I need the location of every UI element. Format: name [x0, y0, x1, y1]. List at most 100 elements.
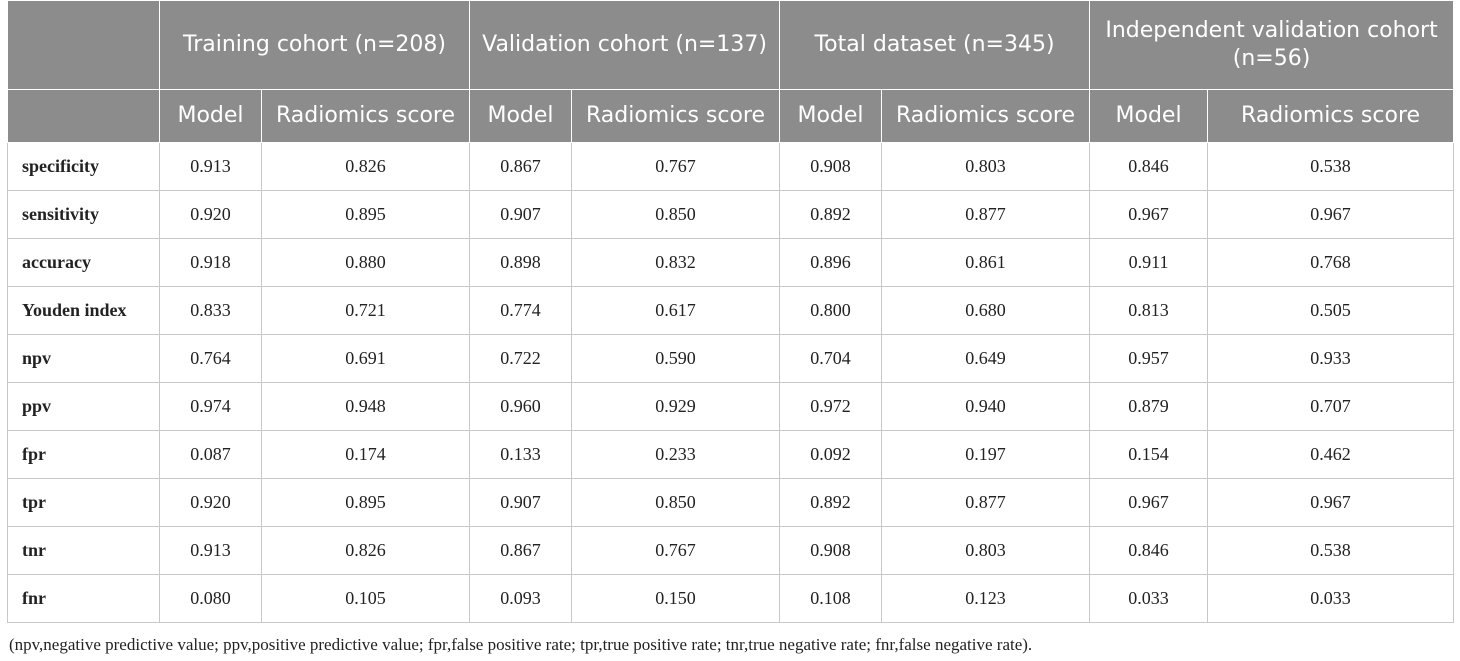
table-cell: 0.033	[1207, 574, 1455, 623]
row-label: npv	[7, 334, 160, 383]
table-row: accuracy 0.918 0.880 0.898 0.832 0.896 0.861 0.…	[7, 238, 1455, 287]
table-cell: 0.920	[159, 478, 262, 527]
table-cell: 0.898	[469, 238, 572, 287]
table-cell: 0.967	[1089, 190, 1209, 239]
table-cell: 0.967	[1207, 190, 1455, 239]
table-cell: 0.877	[881, 478, 1091, 527]
table-row: tnr 0.913 0.826 0.867 0.767 0.908 0.803 0.846 0.…	[7, 526, 1455, 575]
table-cell: 0.867	[469, 142, 572, 191]
table-cell: 0.907	[469, 190, 572, 239]
table-cell: 0.861	[881, 238, 1091, 287]
table-cell: 0.080	[159, 574, 262, 623]
table-cell: 0.895	[261, 190, 470, 239]
subheader-radiomics-score: Radiomics score	[1207, 89, 1455, 143]
table-cell: 0.826	[261, 526, 470, 575]
row-label: fpr	[7, 430, 160, 479]
table-row: ppv 0.974 0.948 0.960 0.929 0.972 0.940 0.879 0.…	[7, 382, 1455, 431]
table-cell: 0.907	[469, 478, 572, 527]
table-cell: 0.505	[1207, 286, 1455, 335]
table-cell: 0.920	[159, 190, 262, 239]
table-cell: 0.846	[1089, 526, 1209, 575]
table-cell: 0.913	[159, 526, 262, 575]
table-row: Youden index 0.833 0.721 0.774 0.617 0.800 0.6…	[7, 286, 1455, 335]
table-cell: 0.150	[571, 574, 781, 623]
table-cell: 0.767	[571, 142, 781, 191]
table-body: specificity 0.913 0.826 0.867 0.767 0.908 0.80…	[7, 142, 1455, 623]
subheader-radiomics-score: Radiomics score	[570, 89, 781, 143]
table-cell: 0.800	[779, 286, 883, 335]
row-label: sensitivity	[7, 190, 160, 239]
table-cell: 0.850	[571, 478, 781, 527]
table-cell: 0.918	[159, 238, 262, 287]
table-cell: 0.123	[881, 574, 1091, 623]
table-cell: 0.764	[159, 334, 262, 383]
table-cell: 0.850	[571, 190, 781, 239]
table-cell: 0.880	[261, 238, 470, 287]
table-cell: 0.974	[159, 382, 262, 431]
table-cell: 0.767	[571, 526, 781, 575]
row-label: tpr	[7, 478, 160, 527]
table-cell: 0.908	[779, 142, 883, 191]
table-cell: 0.093	[469, 574, 572, 623]
table-cell: 0.877	[881, 190, 1091, 239]
table-cell: 0.967	[1207, 478, 1455, 527]
table-cell: 0.197	[881, 430, 1091, 479]
subheader-model: Model	[1089, 89, 1209, 143]
group-header: Training cohort (n=208)	[159, 0, 470, 90]
row-label: accuracy	[7, 238, 160, 287]
group-header: Validation cohort (n=137)	[468, 0, 781, 90]
table-cell: 0.174	[261, 430, 470, 479]
group-header-row: Training cohort (n=208) Validation cohor…	[7, 0, 1455, 90]
table-cell: 0.722	[469, 334, 572, 383]
corner-cell	[7, 0, 160, 90]
table-cell: 0.538	[1207, 526, 1455, 575]
subheader-radiomics-score: Radiomics score	[881, 89, 1091, 143]
row-label: tnr	[7, 526, 160, 575]
table-cell: 0.929	[571, 382, 781, 431]
subheader-model: Model	[159, 89, 262, 143]
table-row: specificity 0.913 0.826 0.867 0.767 0.908 0.80…	[7, 142, 1455, 191]
table-cell: 0.108	[779, 574, 883, 623]
table-cell: 0.087	[159, 430, 262, 479]
row-label: ppv	[7, 382, 160, 431]
table-cell: 0.913	[159, 142, 262, 191]
table-cell: 0.707	[1207, 382, 1455, 431]
table-cell: 0.721	[261, 286, 470, 335]
row-label: fnr	[7, 574, 160, 623]
subheader-model: Model	[469, 89, 572, 143]
table-cell: 0.879	[1089, 382, 1209, 431]
table-cell: 0.967	[1089, 478, 1209, 527]
table-cell: 0.892	[779, 478, 883, 527]
table-cell: 0.803	[881, 142, 1091, 191]
table-cell: 0.957	[1089, 334, 1209, 383]
table-cell: 0.133	[469, 430, 572, 479]
table-cell: 0.704	[779, 334, 883, 383]
results-table-container: Training cohort (n=208) Validation cohor…	[7, 0, 1455, 655]
table-cell: 0.895	[261, 478, 470, 527]
table-row: fpr 0.087 0.174 0.133 0.233 0.092 0.197 0.154 0.…	[7, 430, 1455, 479]
table-cell: 0.590	[571, 334, 781, 383]
table-cell: 0.867	[469, 526, 572, 575]
table-cell: 0.774	[469, 286, 572, 335]
table-cell: 0.832	[571, 238, 781, 287]
group-header: Independent validation cohort (n=56)	[1089, 0, 1455, 90]
table-cell: 0.911	[1089, 238, 1209, 287]
table-cell: 0.538	[1207, 142, 1455, 191]
row-label: specificity	[7, 142, 160, 191]
table-cell: 0.803	[881, 526, 1091, 575]
table-cell: 0.940	[881, 382, 1091, 431]
subheader-radiomics-score: Radiomics score	[261, 89, 470, 143]
table-cell: 0.846	[1089, 142, 1209, 191]
table-cell: 0.691	[261, 334, 470, 383]
table-cell: 0.649	[881, 334, 1091, 383]
table-cell: 0.680	[881, 286, 1091, 335]
table-row: tpr 0.920 0.895 0.907 0.850 0.892 0.877 0.967 0.…	[7, 478, 1455, 527]
table-cell: 0.960	[469, 382, 572, 431]
table-cell: 0.908	[779, 526, 883, 575]
results-table: Training cohort (n=208) Validation cohor…	[7, 0, 1455, 623]
table-row: fnr 0.080 0.105 0.093 0.150 0.108 0.123 0.033 0.…	[7, 574, 1455, 623]
table-cell: 0.233	[571, 430, 781, 479]
table-cell: 0.617	[571, 286, 781, 335]
table-cell: 0.813	[1089, 286, 1209, 335]
table-footnote: (npv,negative predictive value; ppv,posi…	[9, 635, 1033, 654]
